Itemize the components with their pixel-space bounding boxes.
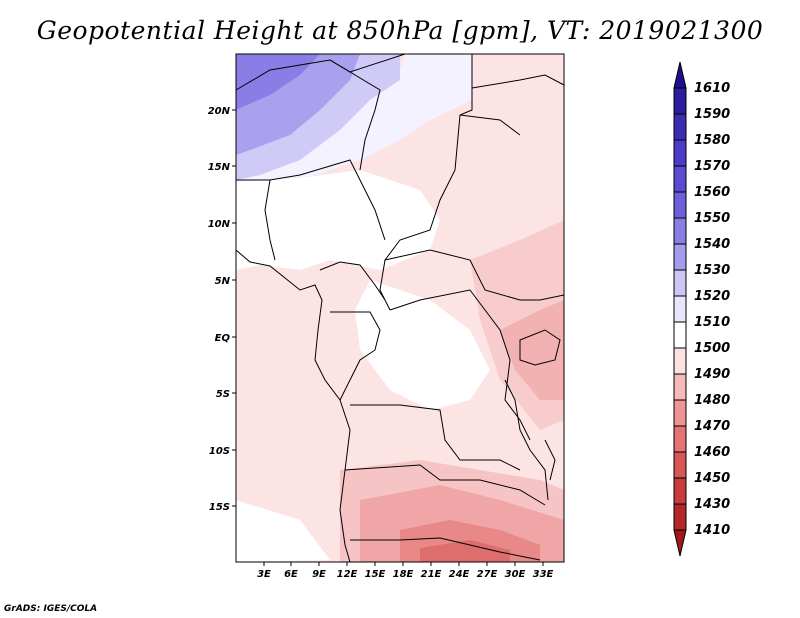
colorbar-swatch xyxy=(673,347,687,375)
colorbar-swatch xyxy=(673,191,687,219)
colorbar-swatch xyxy=(673,321,687,349)
lon-label: 18E xyxy=(393,569,414,580)
colorbar-swatch xyxy=(673,243,687,271)
colorbar-level-label: 1500 xyxy=(694,341,730,356)
colorbar-level-label: 1450 xyxy=(694,471,730,486)
colorbar-level-label: 1560 xyxy=(694,185,730,200)
lat-axis: 20N 15N 10N 5N EQ 5S 10S 15S xyxy=(208,106,236,513)
lon-label: 3E xyxy=(257,569,271,580)
lat-label: 10S xyxy=(209,446,230,457)
map-frame xyxy=(235,53,565,563)
lon-label: 12E xyxy=(337,569,358,580)
height-field xyxy=(236,54,564,562)
lon-label: 33E xyxy=(533,569,554,580)
colorbar-level-label: 1510 xyxy=(694,315,730,330)
colorbar-level-label: 1460 xyxy=(694,445,730,460)
colorbar: 1610 1590 1580 1570 1560 1550 1540 1530 1520 1510… xyxy=(673,61,730,557)
colorbar-swatch xyxy=(673,503,687,531)
colorbar-level-label: 1540 xyxy=(694,237,730,252)
lon-label: 9E xyxy=(312,569,326,580)
lon-label: 27E xyxy=(477,569,498,580)
colorbar-level-label: 1590 xyxy=(694,107,730,122)
colorbar-level-label: 1580 xyxy=(694,133,730,148)
colorbar-swatch xyxy=(673,269,687,297)
lon-axis: 3E 6E 9E 12E 15E 18E 21E 24E 27E 30E 33E xyxy=(257,562,554,580)
lat-label: 20N xyxy=(208,106,231,117)
colorbar-swatch xyxy=(673,217,687,245)
lat-label: 10N xyxy=(208,219,231,230)
colorbar-swatch xyxy=(673,399,687,427)
colorbar-level-label: 1470 xyxy=(694,419,730,434)
lat-label: 15N xyxy=(208,162,231,173)
lat-label: EQ xyxy=(215,333,231,344)
colorbar-swatch xyxy=(673,451,687,479)
lon-label: 21E xyxy=(421,569,442,580)
colorbar-swatch xyxy=(673,295,687,323)
colorbar-level-label: 1610 xyxy=(694,81,730,96)
colorbar-swatch xyxy=(673,165,687,193)
chart-title: Geopotential Height at 850hPa [gpm], VT:… xyxy=(36,16,764,45)
colorbar-level-label: 1410 xyxy=(694,523,730,538)
footer-credit: GrADS: IGES/COLA xyxy=(4,604,98,614)
lat-label: 5S xyxy=(216,389,230,400)
colorbar-swatch xyxy=(673,87,687,115)
lon-label: 6E xyxy=(284,569,298,580)
colorbar-swatch xyxy=(673,113,687,141)
colorbar-level-label: 1550 xyxy=(694,211,730,226)
lat-label: 15S xyxy=(209,502,230,513)
lon-label: 30E xyxy=(505,569,526,580)
lon-label: 15E xyxy=(365,569,386,580)
lat-label: 5N xyxy=(215,276,231,287)
colorbar-swatch xyxy=(673,139,687,167)
country-borders xyxy=(235,53,565,563)
colorbar-swatch xyxy=(673,477,687,505)
colorbar-level-label: 1430 xyxy=(694,497,730,512)
colorbar-level-label: 1570 xyxy=(694,159,730,174)
colorbar-level-label: 1480 xyxy=(694,393,730,408)
colorbar-swatch xyxy=(673,373,687,401)
colorbar-level-label: 1520 xyxy=(694,289,730,304)
colorbar-level-label: 1530 xyxy=(694,263,730,278)
colorbar-swatch xyxy=(673,425,687,453)
colorbar-bottom-arrow xyxy=(673,529,687,557)
lon-label: 24E xyxy=(449,569,470,580)
colorbar-top-arrow xyxy=(673,61,687,89)
colorbar-level-label: 1490 xyxy=(694,367,730,382)
